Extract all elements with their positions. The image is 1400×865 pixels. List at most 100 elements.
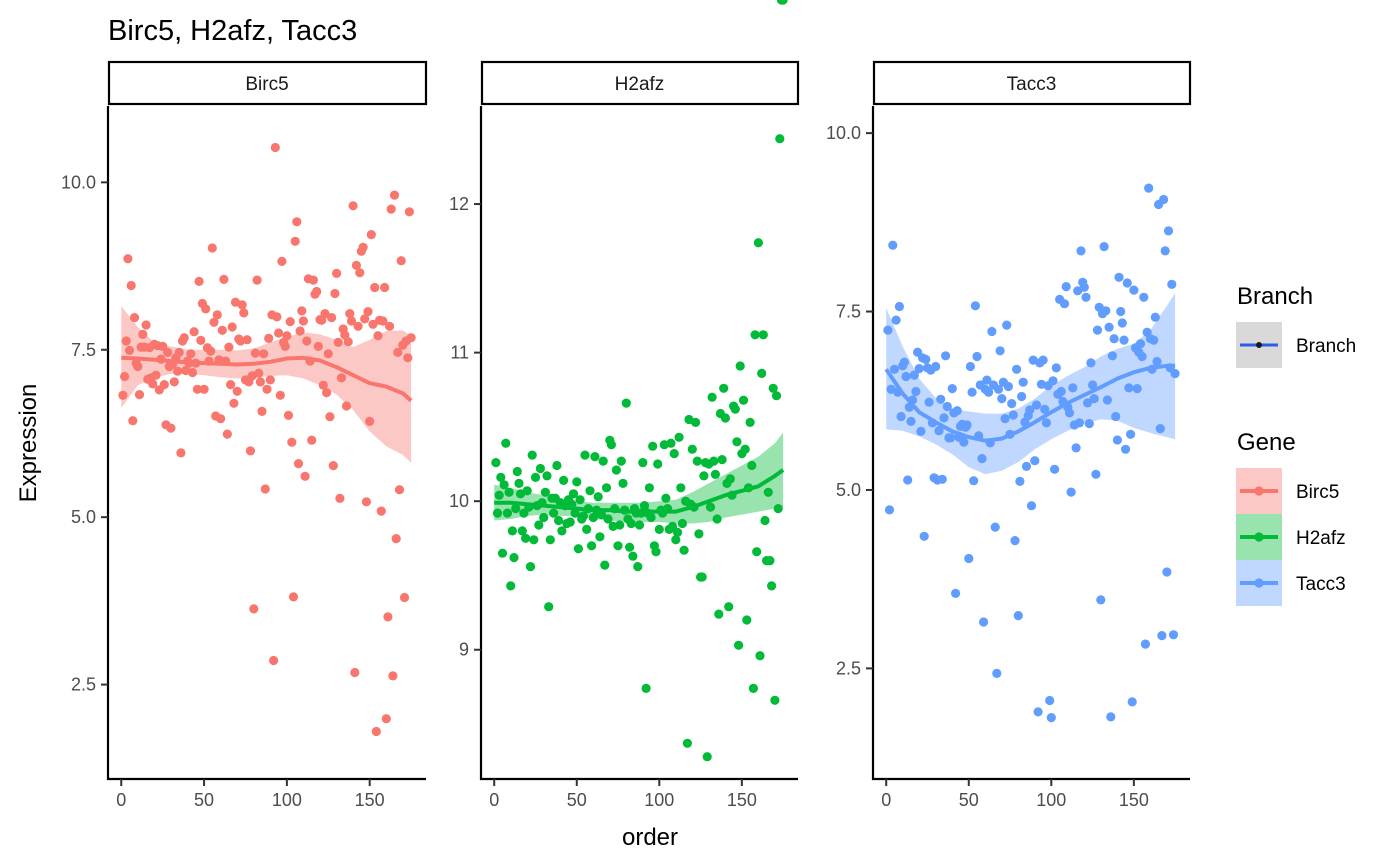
data-point: [755, 651, 765, 661]
data-point: [952, 406, 962, 416]
data-point: [245, 446, 255, 456]
data-point: [196, 335, 206, 345]
data-point: [270, 142, 280, 153]
data-point: [227, 322, 237, 332]
data-point: [1139, 292, 1149, 302]
data-point: [288, 592, 299, 602]
data-point: [694, 529, 704, 539]
data-point: [166, 423, 176, 433]
data-point: [216, 414, 226, 424]
data-point: [997, 394, 1007, 404]
data-point: [638, 458, 648, 468]
data-point: [899, 357, 910, 367]
data-point: [148, 379, 158, 389]
data-point: [386, 204, 396, 214]
data-point: [313, 341, 323, 351]
data-point: [771, 391, 782, 401]
legend-label-birc5: Birc5: [1296, 482, 1339, 503]
data-point: [565, 517, 575, 527]
data-point: [269, 655, 279, 666]
data-point: [250, 348, 260, 358]
data-point: [1160, 246, 1170, 256]
data-point: [1074, 418, 1084, 428]
data-point: [1096, 595, 1106, 605]
data-point: [677, 518, 688, 529]
data-point: [373, 331, 383, 341]
data-point: [361, 497, 371, 507]
facet-strip-h2afz: [480, 60, 800, 106]
data-point: [363, 307, 373, 317]
data-point: [1149, 335, 1159, 345]
data-point: [590, 452, 600, 462]
data-point: [964, 553, 974, 564]
data-point: [628, 551, 638, 561]
data-point: [118, 390, 128, 400]
data-point: [307, 435, 317, 445]
legend: Branch Branch Gene Birc5 H2afz Tacc3: [1236, 283, 1356, 606]
data-point: [255, 377, 265, 387]
data-point: [219, 274, 229, 284]
x-tick-label: 50: [194, 790, 214, 810]
data-point: [651, 547, 661, 557]
data-point: [1076, 246, 1086, 256]
data-point: [674, 432, 684, 442]
data-point: [687, 444, 697, 454]
data-point: [778, 0, 788, 5]
data-point: [121, 336, 131, 346]
data-point: [557, 526, 567, 536]
data-point: [292, 217, 302, 227]
data-point: [491, 458, 501, 468]
data-point: [1102, 395, 1112, 405]
data-point: [120, 371, 130, 382]
data-point: [212, 310, 222, 320]
data-point: [745, 417, 755, 427]
data-point: [275, 390, 285, 400]
data-point: [327, 313, 337, 323]
data-point: [199, 384, 209, 394]
data-point: [385, 321, 395, 331]
data-point: [568, 489, 579, 499]
data-point: [124, 345, 135, 355]
y-tick-label: 10.0: [61, 172, 96, 192]
data-point: [712, 514, 722, 524]
data-point: [937, 474, 947, 484]
data-point: [570, 508, 580, 518]
data-point: [290, 236, 300, 246]
data-point: [1162, 567, 1172, 577]
data-point: [332, 268, 342, 278]
data-point: [719, 383, 729, 393]
data-point: [350, 667, 360, 678]
data-point: [123, 254, 133, 264]
data-point: [133, 361, 143, 372]
data-point: [552, 460, 562, 471]
data-point: [775, 134, 785, 144]
data-point: [1003, 381, 1014, 392]
data-point: [333, 337, 343, 347]
data-point: [1013, 611, 1023, 621]
data-point: [947, 384, 957, 394]
data-point: [1132, 384, 1142, 394]
data-point: [522, 486, 532, 496]
data-point: [618, 478, 628, 488]
data-point: [173, 366, 183, 376]
legend-label-tacc3: Tacc3: [1296, 574, 1346, 595]
data-point: [1140, 639, 1150, 649]
data-point: [942, 401, 952, 412]
legend-label-h2afz: H2afz: [1296, 528, 1346, 549]
data-point: [542, 471, 552, 481]
data-point: [399, 592, 410, 603]
data-point: [600, 560, 610, 570]
points-tacc3: [883, 183, 1180, 723]
data-point: [549, 508, 559, 518]
data-point: [1163, 226, 1174, 236]
data-point: [936, 394, 946, 404]
y-tick-label: 10: [449, 491, 469, 511]
data-point: [916, 426, 926, 436]
data-point: [343, 337, 353, 347]
data-point: [765, 556, 775, 566]
data-point: [501, 438, 511, 448]
data-point: [365, 416, 375, 426]
data-point: [226, 380, 236, 390]
data-point: [262, 384, 272, 394]
